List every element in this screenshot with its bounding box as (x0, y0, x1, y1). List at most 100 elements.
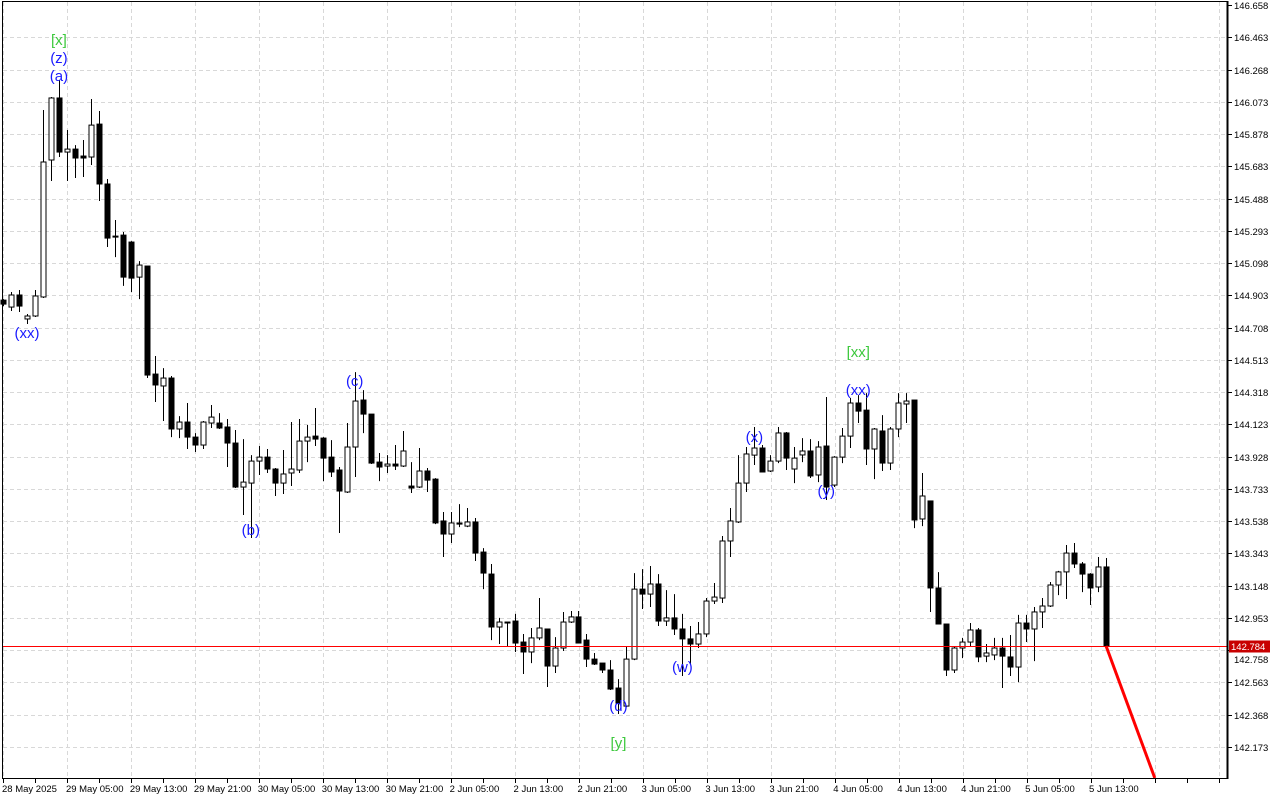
wave-label: (x) (746, 429, 764, 446)
candle-bearish (312, 407, 319, 447)
candle-bearish (424, 468, 431, 493)
candle-body (152, 373, 159, 386)
candle-bearish (544, 628, 551, 688)
candle-bullish (623, 646, 630, 708)
time-tick-label: 3 Jun 13:00 (705, 784, 755, 795)
candle-body (719, 540, 726, 599)
wave-label: (c) (346, 373, 364, 390)
candle-bullish (799, 438, 806, 463)
candle-body (807, 450, 814, 477)
wave-label: (w) (672, 659, 693, 676)
candle-body (671, 617, 678, 630)
time-tick-label: 30 May 05:00 (258, 784, 316, 795)
candle-bearish (687, 626, 694, 665)
candle-body (24, 315, 31, 320)
candle-body (1103, 566, 1110, 647)
candle-bullish (384, 455, 391, 473)
candle-body (943, 623, 950, 671)
candle-body (312, 435, 319, 440)
candle-body (472, 521, 479, 554)
candle-body (192, 436, 199, 446)
candle-body (408, 485, 415, 489)
candle-bearish (863, 393, 870, 466)
candle-body (959, 641, 966, 649)
candle-bearish (480, 548, 487, 590)
candle-body (176, 421, 183, 430)
candle-bullish (32, 290, 39, 317)
candle-body (160, 377, 167, 387)
candle-body (815, 446, 822, 476)
candle-bullish (464, 508, 471, 528)
candle-bullish (568, 610, 575, 624)
candle-bearish (879, 415, 886, 472)
wave-label: [y] (611, 735, 627, 752)
candle-bearish (96, 111, 103, 202)
candle-bearish (1087, 573, 1094, 605)
candle-body (1015, 622, 1022, 668)
candle-bearish (80, 139, 87, 178)
candle-bullish (8, 292, 15, 312)
candle-body (1039, 605, 1046, 613)
time-tick-label: 29 May 21:00 (194, 784, 252, 795)
candle-bullish (496, 617, 503, 645)
candle-bearish (216, 413, 223, 429)
candle-body (32, 295, 39, 317)
candle-body (911, 399, 918, 521)
candle-bearish (807, 439, 814, 478)
candle-body (1095, 566, 1102, 588)
candle-bullish (735, 455, 742, 523)
candle-bullish (815, 441, 822, 483)
candle-body (48, 97, 55, 161)
candle-bearish (655, 574, 662, 627)
candle-body (400, 450, 407, 467)
candle-body (623, 658, 630, 707)
candle-bearish (671, 594, 678, 635)
candle-bullish (711, 582, 718, 605)
candle-bullish (983, 644, 990, 663)
price-tick-label: 145.878 (1234, 130, 1268, 141)
candle-bullish (248, 455, 255, 539)
candle-bearish (320, 437, 327, 482)
candle-body (1055, 571, 1062, 586)
candle-bullish (695, 622, 702, 649)
candle-body (767, 460, 774, 472)
candle-body (1047, 584, 1054, 607)
wave-label: (d) (609, 698, 627, 715)
candle-body (528, 637, 535, 653)
price-tick-label: 145.293 (1234, 227, 1268, 238)
candle-body (663, 617, 670, 622)
candle-body (544, 628, 551, 667)
candle-body (296, 440, 303, 471)
candle-body (80, 155, 87, 159)
candle-body (288, 468, 295, 474)
candle-body (607, 669, 614, 690)
candle-bearish (472, 517, 479, 561)
price-tick-label: 145.683 (1234, 162, 1268, 173)
candle-body (488, 573, 495, 628)
candle-body (464, 521, 471, 527)
candle-bullish (1031, 606, 1038, 662)
candle-body (360, 399, 367, 415)
wave-annotations: [x](z)(a) (xx) (b) (c) (d) [y] (w) (x) (y) (xx) [x… (14, 32, 870, 752)
candle-body (376, 461, 383, 468)
grid (3, 2, 1227, 778)
candle-bearish (152, 356, 159, 403)
price-tick-label: 146.463 (1234, 33, 1268, 44)
candle-body (871, 428, 878, 450)
price-tick-label: 146.073 (1234, 98, 1268, 109)
candle-body (975, 629, 982, 658)
candle-body (679, 628, 686, 640)
candle-body (424, 470, 431, 481)
candle-body (64, 148, 71, 153)
candle-bullish (160, 368, 167, 422)
candle-body (839, 435, 846, 458)
candle-bullish (136, 261, 143, 300)
time-tick-label: 5 Jun 05:00 (1025, 784, 1075, 795)
candle-bullish (631, 573, 638, 661)
candle-body (855, 402, 862, 412)
candle-bullish (552, 637, 559, 673)
time-tick-label: 29 May 13:00 (130, 784, 188, 795)
candle-body (887, 428, 894, 464)
candle-bearish (927, 500, 934, 612)
